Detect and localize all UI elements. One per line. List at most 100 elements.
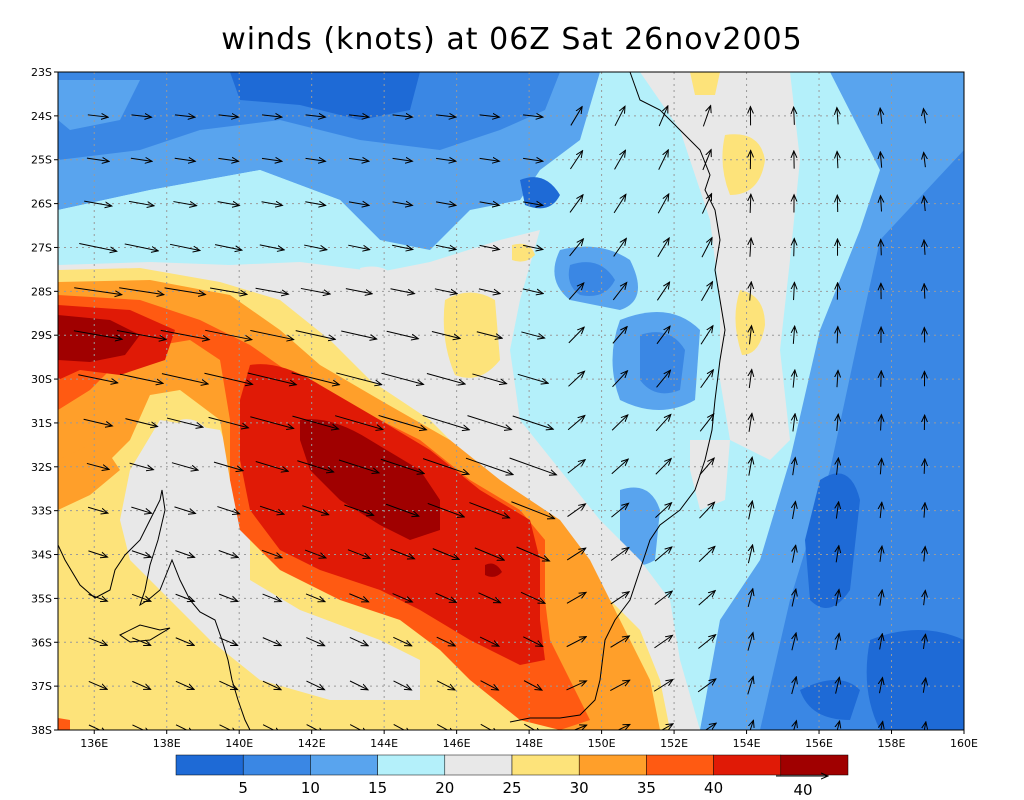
wind-vector (879, 721, 882, 730)
colorbar-label: 25 (502, 779, 521, 797)
wind-vector (87, 115, 108, 117)
wind-vector (208, 416, 249, 427)
wind-vector (656, 370, 671, 388)
wind-vector (613, 194, 626, 214)
wind-vector (792, 633, 796, 651)
wind-vector (610, 680, 629, 692)
wind-speed-field (58, 72, 964, 730)
lat-tick-label: 23S (31, 66, 52, 79)
wind-vector (836, 546, 839, 563)
wind-vector (749, 413, 752, 432)
wind-vector (512, 415, 554, 429)
wind-vector (89, 769, 107, 778)
wind-vector (702, 106, 710, 127)
wind-vector (923, 109, 925, 124)
wind-vector (131, 550, 151, 557)
wind-vector (655, 414, 671, 432)
wind-vector (169, 243, 200, 250)
wind-vector (479, 158, 500, 161)
wind-vector (119, 373, 163, 383)
map-frame (57, 71, 965, 731)
wind-vector (247, 372, 297, 385)
wind-vector (255, 287, 289, 294)
lat-tick-label: 34S (31, 549, 52, 562)
wind-vector (967, 591, 968, 605)
colorbar-swatch (242, 754, 311, 776)
lat-tick-label: 38S (31, 724, 52, 737)
wind-vector (697, 679, 716, 693)
wind-vector (338, 459, 379, 473)
wind-vector (836, 633, 839, 650)
wind-vector (205, 329, 252, 339)
wind-vector (175, 680, 194, 689)
wind-vector (262, 637, 281, 646)
wind-vector (261, 202, 283, 206)
wind-vector (217, 202, 240, 206)
wind-vector (210, 287, 247, 294)
wind-vector (836, 677, 840, 694)
wind-vector (218, 115, 239, 117)
wind-vector (881, 239, 882, 256)
wind-vector (517, 373, 548, 383)
lat-tick-label: 31S (31, 417, 52, 430)
wind-vector (524, 723, 541, 730)
wind-vector (259, 244, 284, 250)
lat-tick-label: 24S (31, 110, 52, 123)
wind-vector (747, 676, 753, 695)
wind-vector (166, 417, 203, 427)
colorbar-label: 30 (570, 779, 589, 797)
wind-vector (305, 593, 325, 602)
wind-vector (262, 593, 282, 602)
wind-vector (392, 158, 413, 161)
wind-vector (131, 593, 151, 601)
wind-vector (520, 591, 545, 603)
wind-vector (880, 502, 882, 519)
wind-vector (380, 458, 424, 473)
reference-vector-label: 40 (793, 781, 812, 799)
coastline (58, 72, 726, 730)
wind-vector (213, 461, 243, 471)
wind-vector (431, 331, 460, 339)
wind-vector (88, 637, 108, 645)
wind-vector (881, 196, 882, 212)
wind-vector (79, 243, 117, 252)
wind-vector (381, 372, 423, 384)
wind-vector (259, 505, 284, 514)
wind-vector (880, 152, 881, 168)
wind-vector (204, 372, 252, 384)
wind-vector (479, 636, 499, 646)
wind-vector (88, 724, 107, 730)
wind-vector (611, 503, 628, 518)
wind-vector (479, 245, 500, 249)
wind-vector (344, 504, 373, 515)
wind-vector (88, 680, 107, 689)
wind-vector (701, 282, 712, 301)
wind-vector (613, 238, 627, 257)
wind-vector (698, 635, 715, 649)
wind-vector (655, 459, 671, 475)
wind-vector (967, 197, 969, 211)
wind-vector (748, 545, 752, 564)
lon-tick-label: 150E (588, 737, 616, 750)
map-title: winds (knots) at 06Z Sat 26nov2005 (221, 22, 803, 57)
wind-vector (390, 548, 415, 559)
wind-vector (218, 158, 238, 161)
wind-vector (304, 549, 326, 558)
wind-vector (792, 677, 797, 695)
wind-vector (566, 592, 586, 604)
wind-vector (612, 327, 627, 344)
wind-vector (967, 284, 968, 298)
wind-vector (175, 550, 194, 558)
wind-vector (747, 589, 753, 607)
wind-vector (297, 460, 333, 472)
lon-tick-label: 142E (298, 737, 326, 750)
wind-vector (617, 724, 630, 730)
wind-vector (837, 108, 838, 125)
wind-vector (250, 329, 293, 339)
wind-vector (924, 152, 926, 168)
wind-vector (217, 506, 239, 514)
wind-vector (119, 287, 164, 295)
lon-tick-label: 140E (225, 737, 253, 750)
wind-vector (393, 636, 411, 646)
